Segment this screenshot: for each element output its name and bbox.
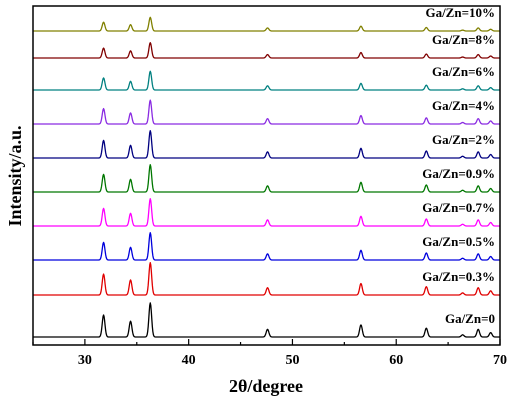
x-tick-label-40: 40 (182, 353, 196, 368)
series-label-0: Ga/Zn=0 (445, 311, 495, 326)
series-line-2 (32, 232, 501, 261)
series-curves (32, 16, 501, 338)
x-tick-label-30: 30 (78, 353, 92, 368)
series-label-8: Ga/Zn=8% (432, 32, 495, 47)
series-label-9: Ga/Zn=10% (425, 5, 495, 20)
series-line-9 (32, 16, 501, 32)
series-label-5: Ga/Zn=2% (432, 132, 495, 147)
series-label-7: Ga/Zn=6% (432, 64, 495, 79)
series-labels: Ga/Zn=0 Ga/Zn=0.3% Ga/Zn=0.5% Ga/Zn=0.7% Ga/… (422, 5, 495, 326)
series-line-8 (32, 42, 501, 59)
y-axis-title: Intensity/a.u. (5, 125, 25, 226)
x-tick-label-70: 70 (493, 353, 507, 368)
series-label-1: Ga/Zn=0.3% (422, 269, 495, 284)
x-axis-title: 2θ/degree (229, 376, 303, 396)
x-tick-label-50: 50 (285, 353, 299, 368)
series-line-0 (32, 302, 501, 338)
series-label-4: Ga/Zn=0.9% (422, 166, 495, 181)
plot-frame (32, 5, 501, 346)
x-tick-label-60: 60 (389, 353, 403, 368)
series-line-3 (32, 198, 501, 227)
series-line-6 (32, 99, 501, 125)
series-line-7 (32, 70, 501, 91)
series-line-1 (32, 261, 501, 296)
series-label-3: Ga/Zn=0.7% (422, 200, 495, 215)
series-label-6: Ga/Zn=4% (432, 98, 495, 113)
series-line-5 (32, 130, 501, 159)
series-line-4 (32, 164, 501, 193)
series-label-2: Ga/Zn=0.5% (422, 234, 495, 249)
x-axis-ticks: 30 40 50 60 70 (32, 339, 507, 368)
